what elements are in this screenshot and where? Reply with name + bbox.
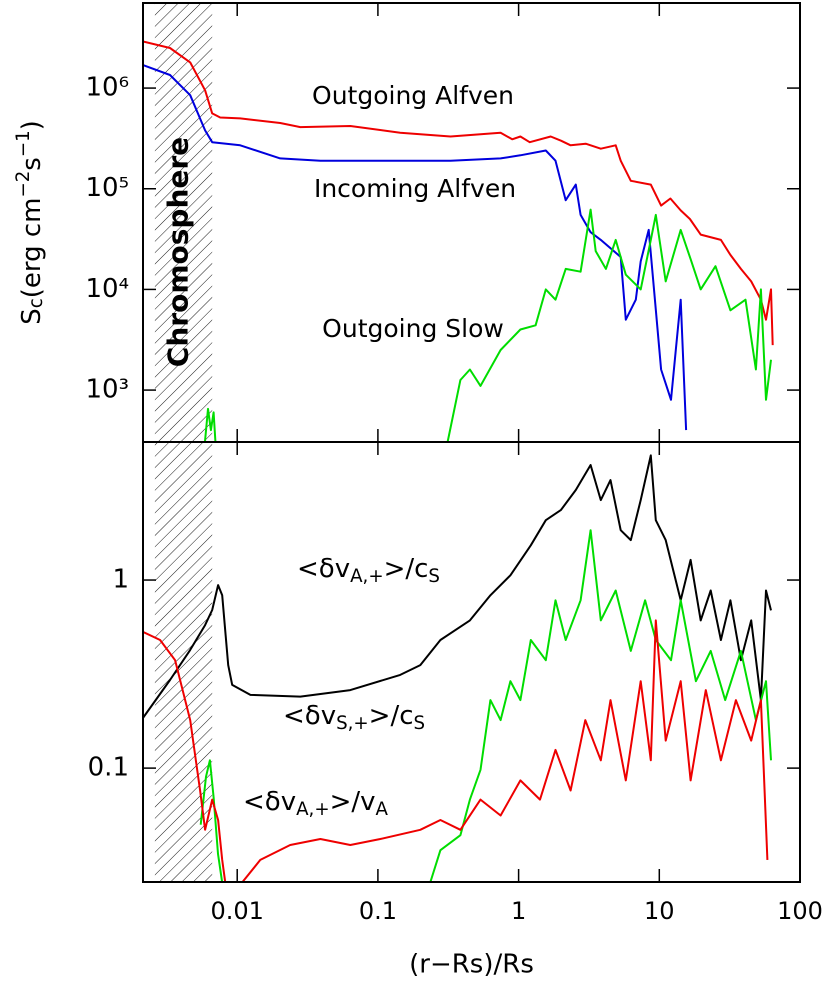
y-tick-label: 10⁴	[85, 274, 129, 304]
label-part: S	[428, 566, 440, 587]
label-part: >/c	[369, 701, 414, 731]
x-tick-label: 100	[777, 897, 823, 925]
label-part: −1	[13, 130, 34, 157]
label-part: )	[17, 120, 47, 130]
series-line	[143, 454, 772, 719]
x-axis-label: (r−Rs)/Rs	[409, 950, 534, 980]
panel	[143, 442, 772, 882]
y-tick-label: 10⁶	[85, 73, 129, 103]
panel-frame	[142, 2, 801, 443]
series-line	[143, 40, 774, 346]
y-tick-label: 10⁵	[85, 173, 129, 203]
series-name: Incoming Alfven	[314, 174, 516, 203]
y-axis-label: Sc(erg cm−2s−1)	[13, 120, 47, 325]
label-part: S	[414, 713, 426, 734]
y-tick-label: 0.1	[88, 753, 129, 783]
label-part: A,+	[350, 566, 383, 587]
label-part: >/v	[330, 787, 376, 817]
label-part: <δv	[243, 787, 296, 817]
label-part: A	[376, 799, 389, 820]
y-tick-label: 10³	[85, 375, 129, 405]
series-line	[199, 529, 772, 882]
series-name: Outgoing Slow	[322, 314, 504, 343]
series-line	[204, 208, 772, 442]
label-part: A,+	[296, 799, 329, 820]
x-tick-label: 0.1	[359, 897, 397, 925]
series-line	[143, 64, 688, 431]
label-part: >/c	[384, 554, 429, 584]
label-part: s	[17, 157, 47, 171]
series-label: <δvS,+>/cS	[283, 701, 425, 734]
series-label: <δvA,+>/cS	[297, 554, 440, 587]
series-line	[143, 619, 769, 882]
label-part: (erg cm	[17, 198, 47, 299]
x-tick-label: 10	[644, 897, 675, 925]
x-tick-label: 0.01	[210, 897, 263, 925]
label-part: <δv	[297, 554, 350, 584]
series-name: Outgoing Alfven	[312, 81, 514, 110]
x-tick-label: 1	[511, 897, 526, 925]
series-label: <δvA,+>/vA	[243, 787, 389, 820]
panel-frame	[142, 441, 801, 883]
label-part: −2	[13, 171, 34, 198]
label-part: <δv	[283, 701, 336, 731]
label-part: S	[17, 308, 47, 325]
y-tick-label: 1	[112, 565, 129, 595]
shaded-region	[154, 3, 213, 442]
panel	[143, 3, 774, 442]
label-part: S,+	[336, 713, 369, 734]
label-part: c	[26, 298, 47, 308]
shade-label: Chromosphere	[162, 137, 195, 367]
